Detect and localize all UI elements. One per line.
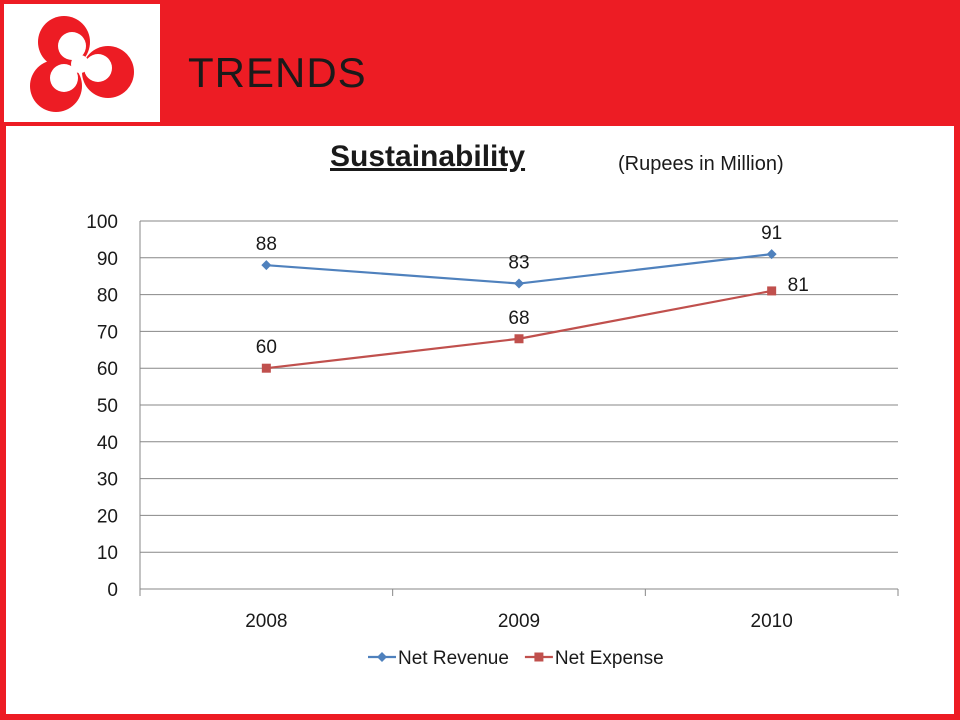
legend-label: Net Expense	[555, 648, 664, 669]
y-tick-label: 80	[97, 286, 118, 307]
logo	[4, 4, 160, 122]
data-label: 60	[256, 337, 277, 358]
series-line-net-expense	[266, 289, 772, 370]
y-tick-label: 90	[97, 249, 118, 270]
header-band	[0, 0, 960, 124]
y-tick-label: 50	[97, 396, 118, 417]
legend-label: Net Revenue	[398, 648, 509, 669]
legend-marker	[377, 652, 387, 662]
x-tick-label: 2009	[498, 611, 540, 632]
y-tick-label: 10	[97, 543, 118, 564]
x-tick-label: 2008	[245, 611, 287, 632]
bank-logo-icon	[30, 16, 134, 112]
y-tick-label: 30	[97, 470, 118, 491]
data-point-marker	[766, 249, 777, 260]
y-tick-label: 70	[97, 322, 118, 343]
y-tick-label: 100	[86, 212, 118, 233]
legend-marker	[534, 652, 544, 662]
data-label: 91	[761, 223, 782, 244]
content-area	[6, 126, 954, 714]
data-point-marker	[514, 334, 524, 344]
data-point-marker	[767, 286, 777, 296]
y-tick-label: 60	[97, 359, 118, 380]
y-tick-label: 20	[97, 506, 118, 527]
data-point-marker	[261, 363, 271, 373]
data-label: 81	[788, 275, 809, 296]
data-label: 83	[508, 253, 529, 274]
y-tick-label: 40	[97, 433, 118, 454]
data-point-marker	[514, 278, 524, 289]
y-tick-label: 0	[107, 580, 118, 601]
data-label: 68	[508, 308, 529, 329]
x-tick-label: 2010	[751, 611, 793, 632]
chart-subtitle: (Rupees in Million)	[618, 153, 784, 175]
slide-title: TRENDS	[188, 49, 367, 96]
data-point-marker	[261, 260, 272, 271]
data-label: 88	[256, 234, 277, 255]
chart-title: Sustainability	[330, 140, 526, 173]
